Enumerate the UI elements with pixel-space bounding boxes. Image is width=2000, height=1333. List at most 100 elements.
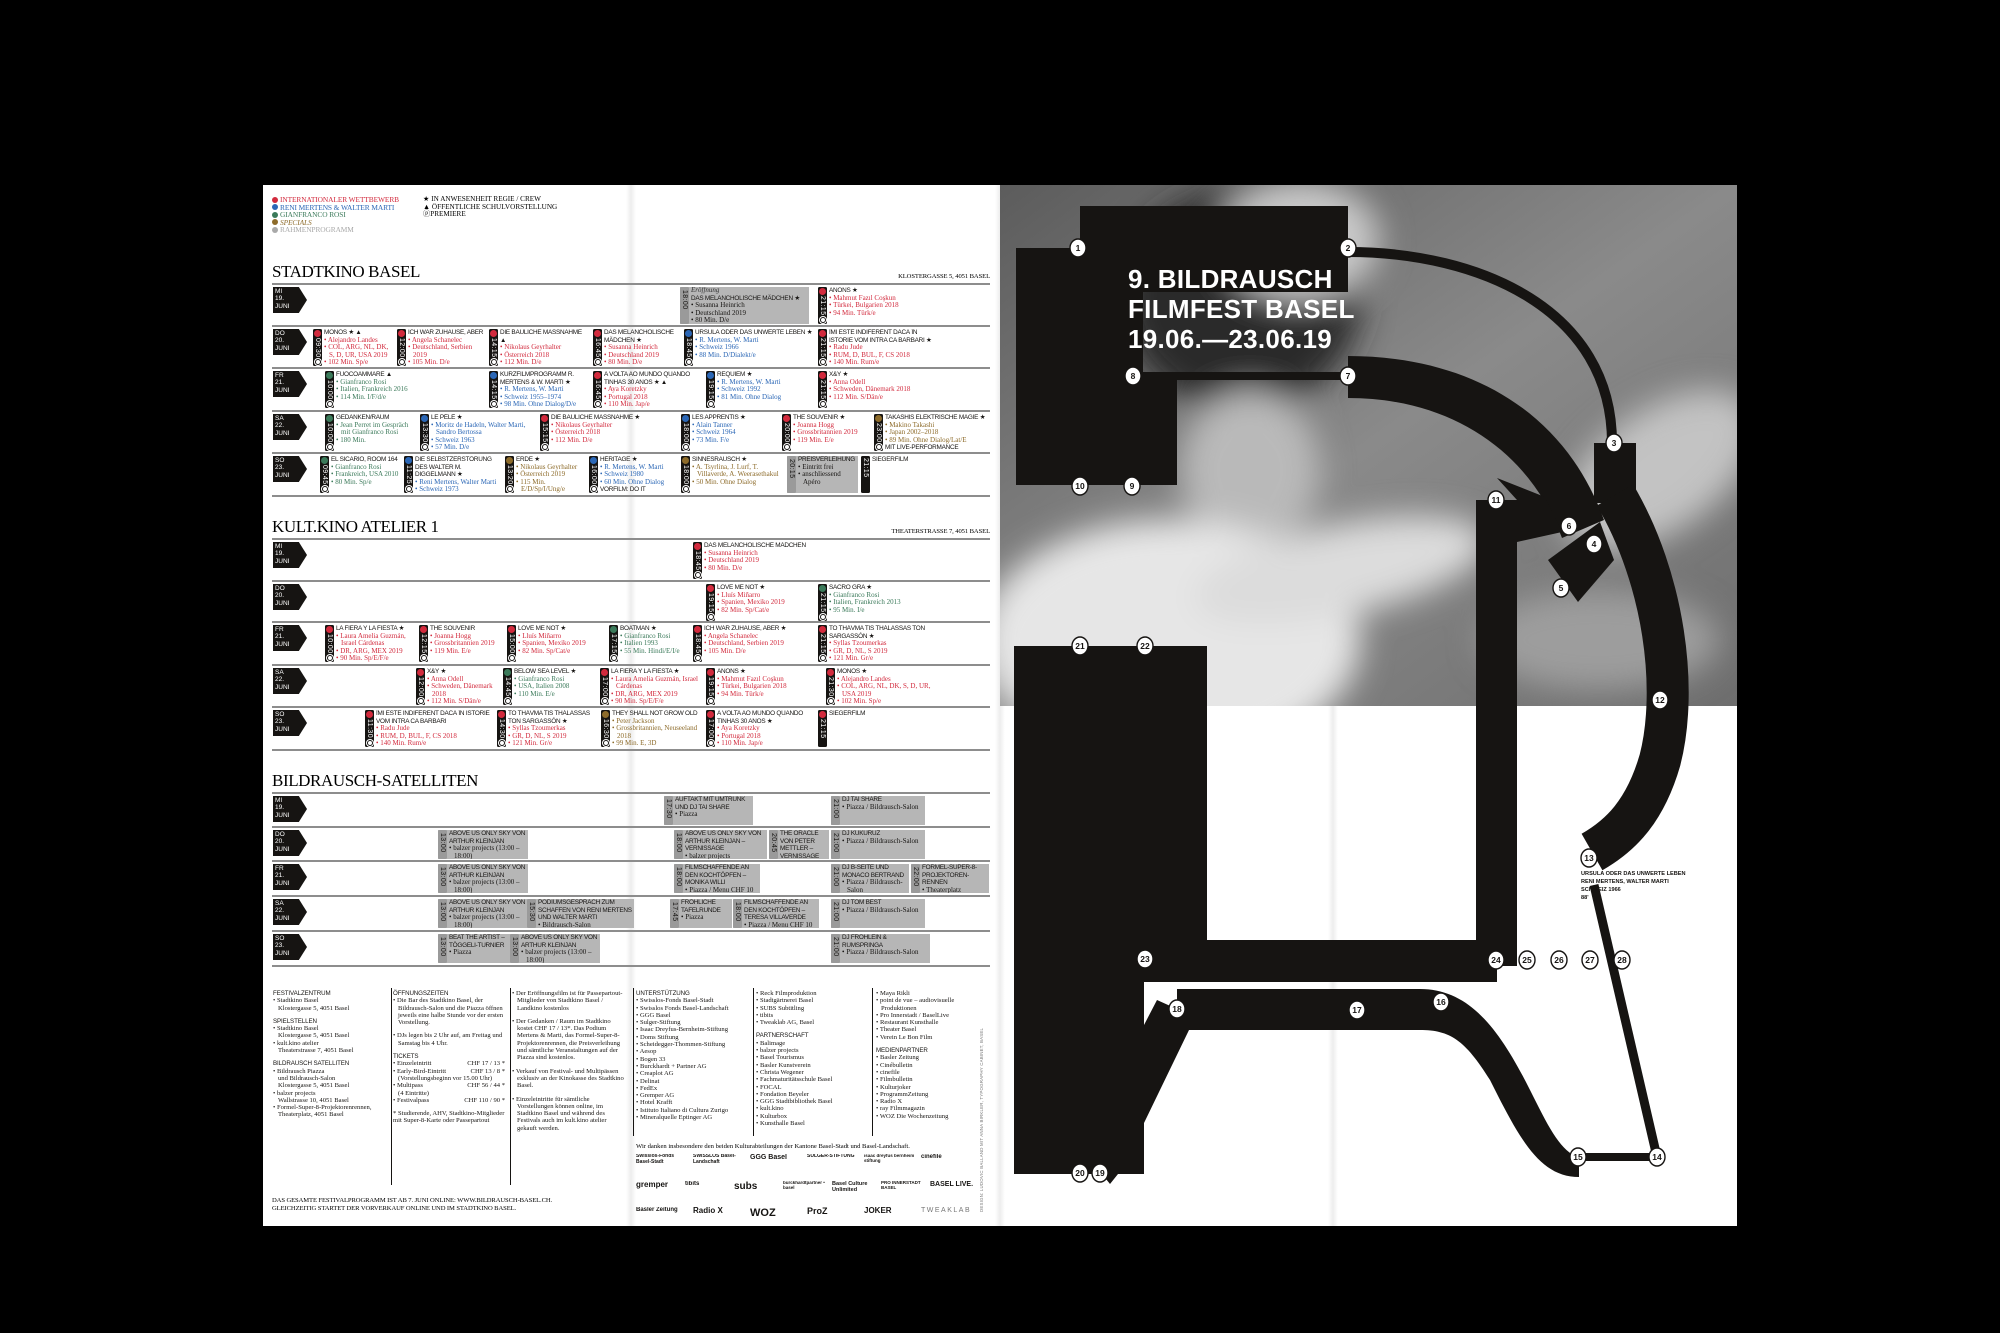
film-detail: • Deutschland, Serbien 2019 — [408, 343, 473, 359]
program-entry[interactable]: 09:30 MONOS ★ ▲ • Alejandro Landes • COL, A… — [313, 329, 393, 366]
program-entry[interactable]: 14:45 BELOW SEA LEVEL ★ • Gianfranco Rosi •… — [503, 668, 596, 705]
premiere-icon — [694, 572, 701, 578]
program-entry[interactable]: 18:00 SINNESRAUSCH ★ • A. Tsyrlina, J. Lur… — [681, 456, 783, 493]
program-entry[interactable]: 17:30 AUFTAKT MIT UMTRUNK UND DJ TAI SHAR… — [664, 796, 753, 825]
program-entry[interactable]: 10:00 FUOCOAMMARE ▲ • Gianfranco Rosi • Ita… — [325, 371, 485, 408]
film-detail: • 90 Min. Sp/E/F/e — [336, 654, 389, 662]
info-item: • Stadtkino Basel Klostergasse 5, 4051 B… — [273, 1025, 350, 1040]
program-entry[interactable]: 19:15 REQUIEM ★ • R. Mertens, W. Marti • Sc… — [706, 371, 814, 408]
program-entry[interactable]: 14:15 DIE BAULICHE MASSNAHME ▲ • Nikolaus … — [489, 329, 589, 366]
program-entry[interactable]: 18:00 LES APPRENTIS ★ • Alain Tanner • Schw… — [681, 414, 778, 451]
time-strip: 12:15 — [419, 625, 428, 662]
symbol-legend: ★ IN ANWESENHEIT REGIE / CREW ▲ ÖFFENTLI… — [423, 195, 557, 219]
program-entry[interactable]: 12:00 X&Y ★ • Anna Odell • Schweden, Dänema… — [416, 668, 499, 705]
film-detail: • Deutschland, Serbien 2019 — [704, 639, 784, 648]
program-entry[interactable]: 20:45 THE ORACLE VON PETER METTLER – VERN… — [769, 830, 829, 859]
premiere-icon — [366, 740, 373, 746]
program-entry[interactable]: 21:00 DJ TOM BEST • Piazza / Bildrausch-Sa… — [831, 899, 925, 928]
show-time: 14:45 — [504, 677, 511, 697]
program-entry[interactable]: 11:30 ÎMI ESTE INDIFERENT DACĂ ÎN ISTORIE… — [365, 710, 493, 747]
program-entry[interactable]: 19:15 ANONS ★ • Mahmut Fazıl Coşkun • Türke… — [706, 668, 822, 705]
program-entry[interactable]: 15:00 LOVE ME NOT ★ • Lluís Miñarro • Spani… — [507, 625, 605, 662]
program-entry[interactable]: 17:15 BOATMAN ★ • Gianfranco Rosi • Italien… — [609, 625, 689, 662]
entry-text: ERDE ★ • Nikolaus Geyrhalter • Österreich … — [516, 456, 584, 493]
program-entry[interactable]: 10:00 GEDANKEN/RAUM • Jean Perret im Gespr… — [325, 414, 416, 451]
program-entry[interactable]: 14:15 KURZFILMPROGRAMM R. MERTENS & W. MA… — [489, 371, 589, 408]
letter-shapes — [1014, 206, 1689, 1184]
column-divider — [872, 988, 873, 1136]
program-entry[interactable]: 15:30 PODIUMSGESPRÄCH ZUM SCHAFFEN VON RE… — [527, 899, 634, 928]
program-entry[interactable]: 20:15 PREISVERLEIHUNG • Eintritt frei • ans… — [787, 456, 858, 493]
marker-18: 18 — [1168, 999, 1186, 1019]
program-entry[interactable]: 16:00 HÉRITAGE ★ • R. Mertens, W. Marti • S… — [589, 456, 677, 493]
show-time: 19:15 — [707, 677, 714, 697]
marker-circle — [1518, 950, 1536, 970]
program-entry[interactable]: 18:45 ICH WAR ZUHAUSE, ABER ★ • Angela Sch… — [693, 625, 814, 662]
program-entry[interactable]: 09:45 EL SICARIO, ROOM 164 • Gianfranco Ro… — [320, 456, 400, 493]
program-entry[interactable]: 21:15 ANONS ★ • Mahmut Fazıl Coşkun • Türke… — [818, 287, 938, 324]
film-detail: • USA, Italien 2008 — [514, 682, 570, 691]
program-entry[interactable]: 13:00 ABOVE US ONLY SKY VON ARTHUR KLEINJ… — [438, 830, 528, 859]
time-strip: 21:15 — [818, 329, 827, 366]
program-entry[interactable]: 20:00 THE SOUVENIR ★ • Joanna Hogg • Grossb… — [782, 414, 870, 451]
program-entry[interactable]: 10:00 LA FIERA Y LA FIESTA ★ • Laura Ameli… — [325, 625, 415, 662]
marker-1: 1 — [1069, 238, 1087, 258]
program-entry[interactable]: 15:15 DIE BAULICHE MASSNAHME ★ • Nikolaus … — [540, 414, 677, 451]
program-entry[interactable]: 21:00 DJ B-SEITE UND MONACO BERTRAND • Pia… — [831, 864, 909, 893]
program-entry[interactable]: 18:00 Eröffnung DAS MELANCHOLISCHE MÄDCHEN… — [680, 287, 809, 324]
program-entry[interactable]: 11:25 DIE SELBSTZERSTÖRUNG DES WALTER M. … — [404, 456, 501, 493]
program-entry[interactable]: 13:00 ABOVE US ONLY SKY VON ARTHUR KLEINJ… — [438, 864, 528, 893]
program-entry[interactable]: 21:15 SIEGERFILM — [861, 456, 981, 493]
program-entry[interactable]: 13:00 BEAT THE ARTIST – TÖGGELI-TURNIER • … — [438, 934, 510, 963]
category-legend: INTERNATIONALER WETTBEWERB RENI MERTENS … — [272, 196, 399, 234]
program-entry[interactable]: 21:30 MONOS ★ • Alejandro Landes • COL, ARG… — [826, 668, 946, 705]
program-entry[interactable]: 18:00 FILMSCHAFFENDE AN DEN KOCHTÖPFEN – … — [674, 864, 760, 893]
program-entry[interactable]: 12:15 THE SOUVENIR • Joanna Hogg • Grossbri… — [419, 625, 503, 662]
program-entry[interactable]: 13:30 LE PÉLÉ ★ • Moritz de Hadeln, Walter… — [420, 414, 536, 451]
program-entry[interactable]: 16:45 A VOLTA AO MUNDO QUANDO TINHAS 30 A… — [593, 371, 702, 408]
info-item: • DJs legen bis 2 Uhr auf, am Freitag un… — [393, 1032, 503, 1047]
program-entry[interactable]: 18:45 DAS MELANCHOLISCHE MÄDCHEN • Susanna… — [693, 542, 813, 579]
program-entry[interactable]: 18:00 ABOVE US ONLY SKY VON ARTHUR KLEINJ… — [674, 830, 767, 859]
program-entry[interactable]: 21:15 SIEGERFILM — [818, 710, 938, 747]
program-entry[interactable]: 16:30 THEY SHALL NOT GROW OLD • Peter Jack… — [601, 710, 702, 747]
program-entry[interactable]: 19:15 LOVE ME NOT ★ • Lluís Miñarro • Spani… — [706, 584, 814, 621]
time-strip: 15:30 — [527, 899, 536, 928]
program-entry[interactable]: 18:45 URSULA ODER DAS UNWERTE LEBEN ★ • R.… — [684, 329, 814, 366]
film-detail: • Alejandro Landes — [837, 674, 891, 683]
entry-note: VORFILM: DO IT YOURSELF — [600, 486, 646, 493]
program-entry[interactable]: 21:00 DJ TAI SHARE • Piazza / Bildrausch-S… — [831, 796, 925, 825]
program-entry[interactable]: 17:00 A VOLTA AO MUNDO QUANDO TINHAS 30 A… — [706, 710, 814, 747]
program-entry[interactable]: 21:15 SACRO GRA ★ • Gianfranco Rosi • Itali… — [818, 584, 938, 621]
program-entry[interactable]: 17:00 LA FIERA Y LA FIESTA ★ • Laura Ameli… — [600, 668, 702, 705]
program-entry[interactable]: 12:00 ICH WAR ZUHAUSE, ABER • Angela Schan… — [397, 329, 485, 366]
program-entry[interactable]: 22:00 FORMEL-SUPER-8-PROJEKTOREN-RENNEN • … — [911, 864, 989, 893]
program-entry[interactable]: 13:00 ABOVE US ONLY SKY VON ARTHUR KLEINJ… — [510, 934, 600, 963]
time-strip: 21:15 — [861, 456, 870, 493]
program-entry[interactable]: 21:15 ÎMI ESTE INDIFERENT DACĂ ÎN ISTORIE… — [818, 329, 938, 366]
program-entry[interactable]: 23:00 TAKASHIS ELEKTRISCHE MAGIE ★ • Makin… — [874, 414, 990, 451]
marker-20: 20 — [1071, 1163, 1089, 1183]
sponsor-logo: JOKER — [864, 1207, 892, 1215]
category-dot-icon — [707, 669, 714, 676]
film-detail: • 119 Min. E/e — [430, 646, 471, 655]
premiere-icon — [819, 359, 826, 365]
show-time: 18:45 — [694, 634, 701, 654]
time-strip: 18:00 — [674, 864, 683, 893]
program-entry[interactable]: 17:45 FRÖHLICHE TAFELRUNDE • Piazza — [670, 899, 732, 928]
marker-number: 13 — [1584, 853, 1594, 863]
show-time: 11:25 — [405, 465, 412, 484]
info-item: • FOCAL — [756, 1083, 782, 1091]
program-entry[interactable]: 21:00 DJ FRÖHLEIN & RUMSPRINGA • Piazza / … — [831, 934, 930, 963]
program-entry[interactable]: 14:30 TO THÁVMA TIS THÁLASSAS TON SARGASS… — [497, 710, 597, 747]
program-entry[interactable]: 21:15 TO THÁVMA TIS THÁLASSAS TON SARGASS… — [818, 625, 938, 662]
program-entry[interactable]: 13:20 ERDE ★ • Nikolaus Geyrhalter • Österr… — [505, 456, 585, 493]
program-entry[interactable]: 21:15 X&Y ★ • Anna Odell • Schweden, Dänema… — [818, 371, 938, 408]
entry-text: TAKASHIS ELEKTRISCHE MAGIE ★ • Makino Tak… — [885, 414, 989, 451]
program-entry[interactable]: 21:00 DJ KUKURUZ • Piazza / Bildrausch-Sal… — [831, 830, 925, 859]
program-entry[interactable]: 13:00 ABOVE US ONLY SKY VON ARTHUR KLEINJ… — [438, 899, 528, 928]
show-time: 21:15 — [819, 296, 826, 316]
program-entry[interactable]: 18:00 FILMSCHAFFENDE AN DEN KOCHTÖPFEN – … — [733, 899, 819, 928]
program-entry[interactable]: 16:45 DAS MELANCHOLISCHE MÄDCHEN ★ • Susan… — [593, 329, 680, 366]
info-item: • point de vue – audiovisuelle Produktio… — [876, 997, 955, 1012]
